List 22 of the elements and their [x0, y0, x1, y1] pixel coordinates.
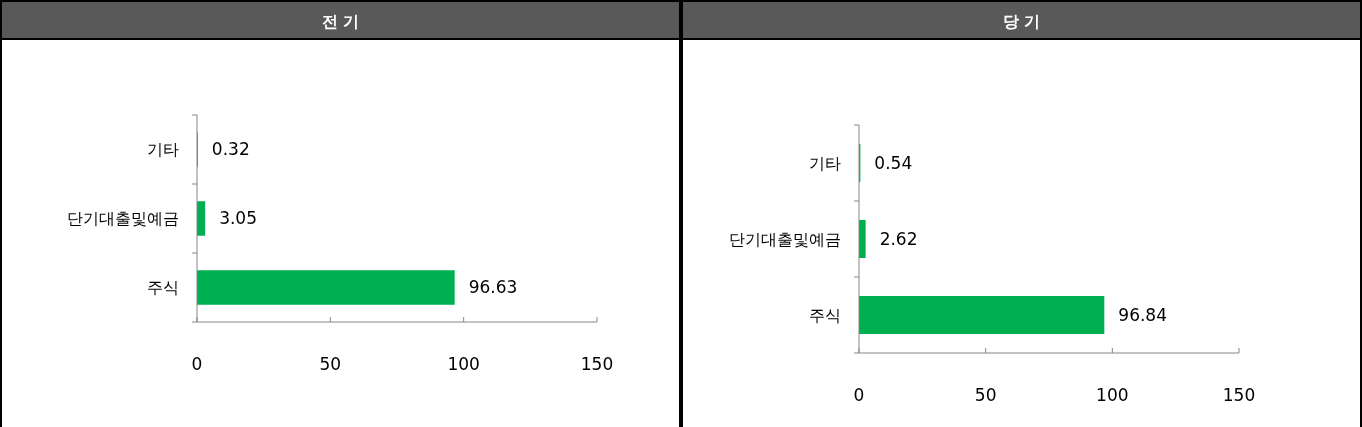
x-tick-label: 150 — [580, 354, 614, 374]
x-tick-label: 50 — [974, 385, 997, 405]
y-tick-label: 단기대출및예금 — [67, 209, 179, 229]
data-label: 96.63 — [468, 277, 518, 298]
y-tick-label: 기타 — [147, 140, 179, 160]
data-label: 96.84 — [1118, 304, 1167, 325]
data-label: 3.05 — [219, 208, 257, 229]
y-tick-label: 기타 — [809, 153, 841, 173]
data-label: 0.54 — [874, 152, 913, 173]
x-tick-label: 150 — [1222, 385, 1256, 405]
x-tick-label: 0 — [853, 385, 865, 405]
x-tick-label: 100 — [1096, 385, 1129, 405]
y-tick-label: 단기대출및예금 — [729, 229, 841, 249]
chart-title: 당 기 — [1002, 11, 1041, 31]
data-label: 2.62 — [879, 228, 918, 249]
x-tick-label: 100 — [447, 354, 480, 374]
y-tick-label: 주식 — [809, 305, 841, 325]
x-tick-label: 50 — [319, 354, 342, 374]
data-label: 0.32 — [211, 139, 250, 160]
chart-title: 전 기 — [321, 11, 360, 31]
y-tick-label: 주식 — [147, 278, 179, 298]
x-tick-label: 0 — [191, 354, 203, 374]
